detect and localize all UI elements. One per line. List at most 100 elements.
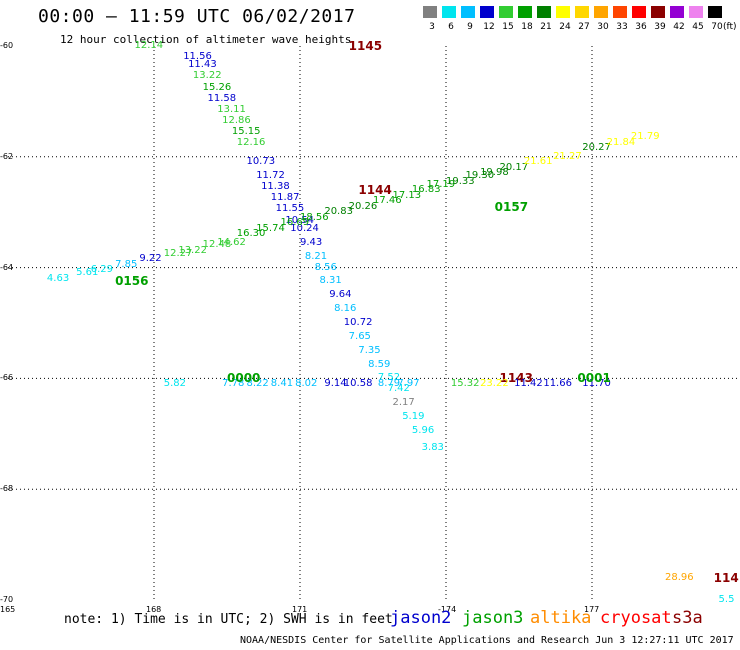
- legend-value: 18: [521, 22, 533, 32]
- satellite-name: s3a: [672, 608, 703, 628]
- legend-value: 42: [673, 22, 685, 32]
- chart-title: 00:00 – 11:59 UTC 06/02/2017: [38, 6, 356, 27]
- legend-unit: (ft): [723, 22, 737, 32]
- satellite-name: cryosat: [600, 608, 672, 628]
- wave-height-label: 5.82: [163, 377, 186, 389]
- satellite-name: altika: [530, 608, 592, 628]
- legend-value: 9: [467, 22, 473, 32]
- wave-height-label: 16.30: [236, 228, 266, 240]
- wave-height-label: 11.72: [256, 170, 285, 182]
- wave-height-label: 7.42: [387, 383, 410, 395]
- legend-swatch: [613, 6, 627, 18]
- wave-height-label: 17.13: [392, 189, 422, 201]
- wave-height-label: 11.43: [188, 59, 217, 71]
- satellite-name: jason2: [390, 608, 452, 628]
- wave-height-label: 8.21: [304, 250, 328, 262]
- pass-time-label: 0000: [227, 371, 261, 386]
- wave-height-label: 10.73: [246, 156, 276, 168]
- wave-height-label: 7.65: [348, 330, 371, 342]
- wave-height-label: 4.63: [46, 272, 70, 284]
- wave-height-label: 8.59: [368, 358, 391, 370]
- legend-value: 33: [616, 22, 628, 32]
- wave-height-label: 13.22: [178, 244, 207, 256]
- legend-swatch: [594, 6, 608, 18]
- wave-height-label: 8.16: [334, 303, 357, 315]
- wave-height-label: 15.26: [202, 81, 232, 93]
- wave-height-label: 7.78: [222, 377, 245, 389]
- wave-height-label: 6.29: [90, 264, 113, 276]
- wave-height-label: 11.56: [183, 51, 212, 63]
- x-tick-label: 171: [292, 605, 308, 614]
- pass-time-label: 0157: [494, 199, 529, 214]
- wave-height-label: 11.66: [543, 377, 572, 389]
- wave-height-label: 8.31: [319, 275, 342, 287]
- y-tick-label: -66: [0, 373, 14, 383]
- wave-height-label: 21.84: [606, 136, 636, 148]
- pass-time-label: 114: [713, 570, 739, 585]
- legend-swatch: [651, 6, 665, 18]
- pass-time-label: 0001: [577, 371, 611, 386]
- pass-time-label: 0156: [115, 274, 149, 289]
- wave-height-label: 16.69: [280, 217, 310, 229]
- wave-height-label: 10.72: [343, 317, 373, 328]
- wave-height-label: 21.27: [553, 150, 582, 162]
- legend-value: 12: [483, 22, 495, 32]
- credit-line: NOAA/NESDIS Center for Satellite Applica…: [240, 635, 734, 646]
- legend-swatch: [442, 6, 456, 18]
- legend-swatch: [480, 6, 494, 18]
- wave-height-label: 7.97: [397, 377, 420, 389]
- wave-height-label: 23.22: [480, 377, 509, 389]
- legend-swatch: [423, 6, 437, 18]
- legend-swatch: [689, 6, 703, 18]
- wave-height-label: 21.61: [523, 156, 553, 168]
- wave-height-label: 7.85: [115, 258, 138, 270]
- wave-height-label: 5.96: [411, 425, 435, 437]
- satellite-name: jason3: [462, 608, 524, 628]
- legend-swatch: [708, 6, 722, 18]
- wave-height-label: 12.86: [222, 114, 251, 126]
- legend-swatch: [518, 6, 532, 18]
- wave-height-label: 7.52: [377, 372, 401, 384]
- wave-height-label: 15.15: [231, 125, 261, 137]
- legend-value: 6: [448, 22, 454, 32]
- wave-height-label: 20.26: [348, 200, 378, 212]
- wave-height-label: 11.70: [582, 377, 611, 389]
- legend-swatch: [461, 6, 475, 18]
- y-tick-label: -70: [0, 595, 14, 604]
- legend-swatch: [575, 6, 589, 18]
- wave-height-label: 15.74: [256, 222, 285, 234]
- wave-height-label: 11.42: [514, 377, 543, 389]
- wave-height-label: 10.54: [285, 214, 315, 226]
- wave-height-label: 9.64: [329, 289, 352, 301]
- wave-height-label: 9.22: [139, 253, 162, 265]
- legend-value: 21: [540, 22, 552, 32]
- legend-value: 70: [711, 22, 723, 32]
- wave-height-label: 12.16: [236, 136, 266, 148]
- legend-value: 45: [692, 22, 704, 32]
- legend-value: 27: [578, 22, 590, 32]
- legend-value: 3: [429, 22, 435, 32]
- wave-height-label: 8.56: [314, 261, 337, 273]
- wave-height-label: 19.30: [465, 170, 495, 182]
- wave-height-label: 12.27: [163, 247, 193, 259]
- y-tick-label: -62: [0, 151, 14, 161]
- wave-height-label: 28.96: [665, 571, 694, 583]
- footnote: note: 1) Time is in UTC; 2) SWH is in fe…: [64, 612, 393, 627]
- x-tick-label: 165: [0, 605, 16, 614]
- wave-height-label: 17.46: [373, 195, 402, 207]
- wave-height-label: 10.24: [290, 222, 319, 234]
- legend-swatch: [632, 6, 646, 18]
- wave-height-label: 13.22: [192, 70, 222, 82]
- wave-height-label: 9.14: [324, 377, 347, 389]
- legend-swatch: [537, 6, 551, 18]
- wave-height-label: 11.87: [270, 192, 300, 204]
- wave-height-label: 11.38: [261, 181, 290, 193]
- wave-height-label: 2.17: [392, 397, 415, 409]
- pass-time-label: 1144: [358, 183, 392, 198]
- wave-height-label: 20.17: [499, 161, 529, 173]
- x-tick-label: 168: [146, 605, 162, 614]
- wave-height-label: 14.62: [217, 236, 246, 248]
- wave-height-label: 11.55: [275, 203, 305, 215]
- pass-time-label: 1145: [348, 39, 383, 53]
